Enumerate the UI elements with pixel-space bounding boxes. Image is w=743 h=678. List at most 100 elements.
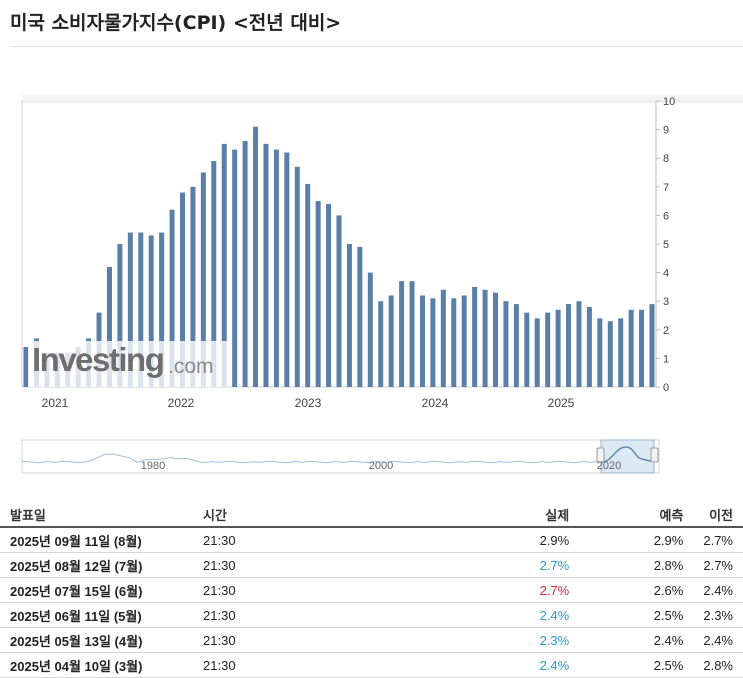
- cpi-bar: [482, 289, 488, 387]
- navigator-right-handle[interactable]: [650, 447, 659, 463]
- cpi-bar: [367, 272, 373, 387]
- title-divider: [10, 46, 743, 47]
- cpi-bar: [586, 306, 592, 387]
- cpi-bar: [253, 126, 259, 388]
- cpi-bar: [576, 301, 582, 387]
- actual-cell: 2.4%: [331, 602, 580, 628]
- y-tick-label: 2: [663, 325, 669, 337]
- cpi-bar: [607, 321, 613, 387]
- cpi-bar: [232, 149, 238, 387]
- col-release-date: 발표일: [0, 502, 194, 528]
- cpi-bar: [65, 352, 71, 387]
- navigator-line: [21, 453, 600, 464]
- cpi-bar: [305, 183, 311, 387]
- actual-cell: 2.7%: [331, 577, 580, 603]
- cpi-bar: [493, 292, 498, 387]
- release-date-cell: 2025년 08월 12일 (7월): [0, 552, 194, 578]
- cpi-bar: [127, 232, 133, 387]
- table-row: 2025년 09월 11일 (8월) 21:30 2.9% 2.9% 2.7%: [0, 527, 743, 553]
- table-header-row: 발표일 시간 실제 예측 이전: [0, 502, 743, 528]
- previous-cell: 2.4%: [693, 577, 743, 603]
- time-cell: 21:30: [193, 552, 332, 578]
- navigator-year-label: 1980: [141, 460, 165, 472]
- cpi-bar: [242, 141, 248, 387]
- previous-cell: 2.7%: [693, 527, 743, 553]
- x-tick-label: 2023: [295, 396, 322, 410]
- cpi-bar: [524, 312, 530, 387]
- navigator-year-label: 2020: [597, 460, 621, 472]
- forecast-cell: 2.5%: [579, 602, 694, 628]
- cpi-bar: [44, 352, 50, 387]
- cpi-bar: [618, 318, 624, 387]
- time-cell: 21:30: [193, 577, 332, 603]
- cpi-bar: [54, 352, 60, 387]
- navigator-selected-range[interactable]: [600, 439, 655, 474]
- cpi-bar: [503, 301, 509, 387]
- history-table: 발표일 시간 실제 예측 이전 2025년 09월 11일 (8월) 21:30 2…: [0, 502, 743, 678]
- release-date-cell: 2025년 06월 11일 (5월): [0, 602, 194, 628]
- table-row: 2025년 08월 12일 (7월) 21:30 2.7% 2.8% 2.7%: [0, 552, 743, 578]
- navigator-selected-line: [602, 446, 655, 463]
- cpi-bar: [200, 172, 206, 387]
- cpi-bar: [190, 186, 196, 387]
- cpi-bar: [451, 298, 457, 387]
- cpi-bar: [180, 192, 185, 387]
- cpi-bar: [117, 244, 123, 387]
- actual-cell: 2.4%: [331, 652, 580, 678]
- forecast-cell: 2.4%: [579, 627, 694, 653]
- table-row: 2025년 06월 11일 (5월) 21:30 2.4% 2.5% 2.3%: [0, 602, 743, 628]
- cpi-bar: [211, 161, 217, 387]
- actual-cell: 2.3%: [331, 627, 580, 653]
- cpi-bar: [148, 235, 154, 387]
- previous-cell: 2.4%: [693, 627, 743, 653]
- col-previous: 이전: [693, 502, 743, 528]
- page-title: 미국 소비자물가지수(CPI) <전년 대비>: [10, 12, 342, 34]
- cpi-bar: [472, 286, 478, 387]
- previous-cell: 2.7%: [693, 552, 743, 578]
- cpi-bar: [639, 309, 645, 387]
- table-row: 2025년 05월 13일 (4월) 21:30 2.3% 2.4% 2.4%: [0, 627, 743, 653]
- cpi-bar: [346, 244, 352, 387]
- release-date-cell: 2025년 05월 13일 (4월): [0, 627, 194, 653]
- cpi-bar: [513, 304, 519, 387]
- previous-cell: 2.8%: [693, 652, 743, 678]
- cpi-bar: [555, 309, 561, 387]
- release-date-cell: 2025년 09월 11일 (8월): [0, 527, 194, 553]
- actual-cell: 2.7%: [331, 552, 580, 578]
- cpi-bar: [357, 246, 363, 387]
- y-tick-label: 9: [663, 125, 669, 137]
- previous-cell: 2.3%: [693, 602, 743, 628]
- time-cell: 21:30: [193, 527, 332, 553]
- cpi-bar: [440, 289, 446, 387]
- y-tick-label: 5: [663, 239, 669, 251]
- release-date-cell: 2025년 04월 10일 (3월): [0, 652, 194, 678]
- cpi-bar: [96, 312, 102, 387]
- release-date-cell: 2025년 07월 15일 (6월): [0, 577, 194, 603]
- cpi-bar: [273, 149, 279, 387]
- y-tick-label: 6: [663, 210, 669, 222]
- forecast-cell: 2.9%: [579, 527, 694, 553]
- cpi-bar: [534, 318, 540, 387]
- forecast-cell: 2.6%: [579, 577, 694, 603]
- forecast-cell: 2.8%: [579, 552, 694, 578]
- cpi-bar: [419, 295, 425, 387]
- cpi-bar: [628, 309, 634, 387]
- cpi-bar: [388, 295, 394, 387]
- navigator-left-handle[interactable]: [596, 447, 605, 463]
- cpi-bar: [326, 203, 332, 387]
- cpi-bar: [649, 304, 655, 387]
- cpi-bar: [461, 295, 467, 387]
- x-tick-label: 2021: [42, 396, 69, 410]
- col-actual: 실제: [331, 502, 580, 528]
- cpi-bar: [566, 304, 572, 387]
- cpi-bar: [159, 232, 165, 387]
- y-tick-label: 3: [663, 296, 669, 308]
- x-tick-label: 2024: [422, 396, 449, 410]
- navigator-year-label: 2000: [369, 460, 393, 472]
- cpi-chart-svg: 0 1 2 3 4 5 6 7 8 9 10 2021 2022 2023 2024 2025 1980 20…: [21, 95, 743, 474]
- cpi-bar: [33, 338, 39, 387]
- y-tick-label: 0: [663, 382, 669, 394]
- y-tick-label: 10: [663, 96, 675, 108]
- cpi-bar: [597, 318, 603, 387]
- y-tick-label: 8: [663, 153, 669, 165]
